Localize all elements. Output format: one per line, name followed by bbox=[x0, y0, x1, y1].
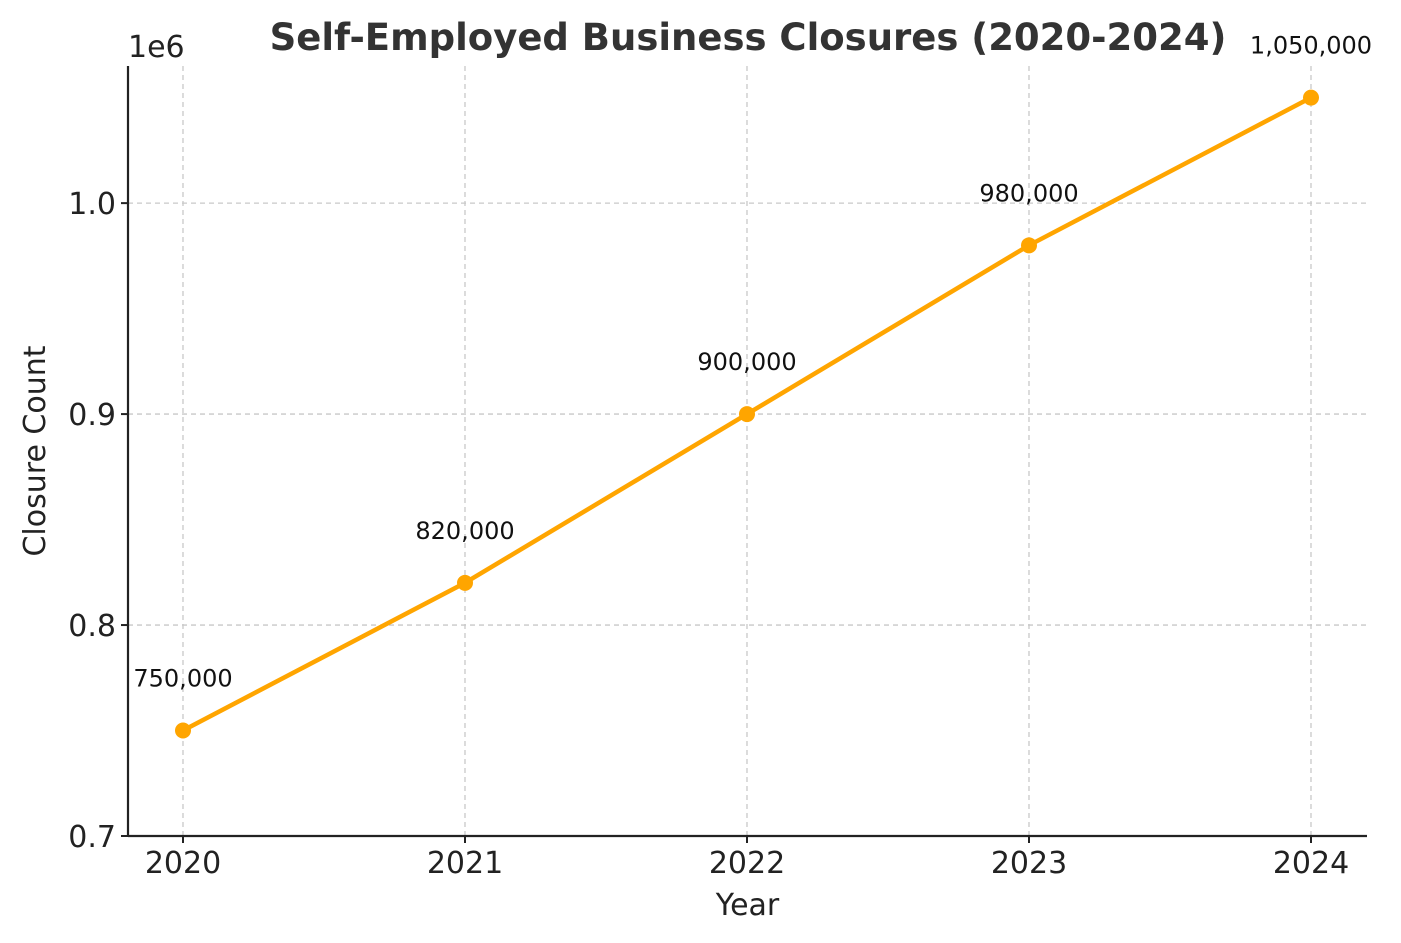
data-point bbox=[457, 574, 473, 591]
y-tick-label: 0.7 bbox=[68, 820, 116, 855]
y-tick-label: 0.8 bbox=[68, 609, 116, 644]
data-label: 900,000 bbox=[697, 348, 796, 376]
y-axis-offset-label: 1e6 bbox=[128, 30, 185, 65]
x-tick-label: 2020 bbox=[145, 846, 221, 881]
data-point bbox=[175, 722, 191, 739]
data-point bbox=[1021, 237, 1037, 254]
series bbox=[175, 89, 1319, 739]
x-tick-label: 2021 bbox=[427, 846, 503, 881]
grid bbox=[128, 66, 1367, 836]
y-tick-label: 1.0 bbox=[68, 187, 116, 222]
chart-title: Self-Employed Business Closures (2020-20… bbox=[270, 16, 1227, 59]
ticks: 2020 2021 2022 2023 2024 0.7 0.8 0.9 1.0 bbox=[68, 187, 1349, 881]
data-point bbox=[739, 406, 755, 423]
y-axis-title: Closure Count bbox=[18, 345, 53, 556]
data-label: 820,000 bbox=[415, 517, 514, 545]
x-tick-label: 2024 bbox=[1273, 846, 1349, 881]
data-point bbox=[1303, 89, 1319, 106]
x-tick-label: 2023 bbox=[991, 846, 1067, 881]
y-tick-label: 0.9 bbox=[68, 398, 116, 433]
data-labels: 750,000 820,000 900,000 980,000 1,050,000 bbox=[133, 32, 1372, 693]
data-label: 750,000 bbox=[133, 665, 232, 693]
data-label: 980,000 bbox=[979, 179, 1078, 207]
x-axis-title: Year bbox=[715, 888, 780, 923]
data-label: 1,050,000 bbox=[1250, 32, 1372, 60]
x-tick-label: 2022 bbox=[709, 846, 785, 881]
axes bbox=[126, 66, 1367, 838]
